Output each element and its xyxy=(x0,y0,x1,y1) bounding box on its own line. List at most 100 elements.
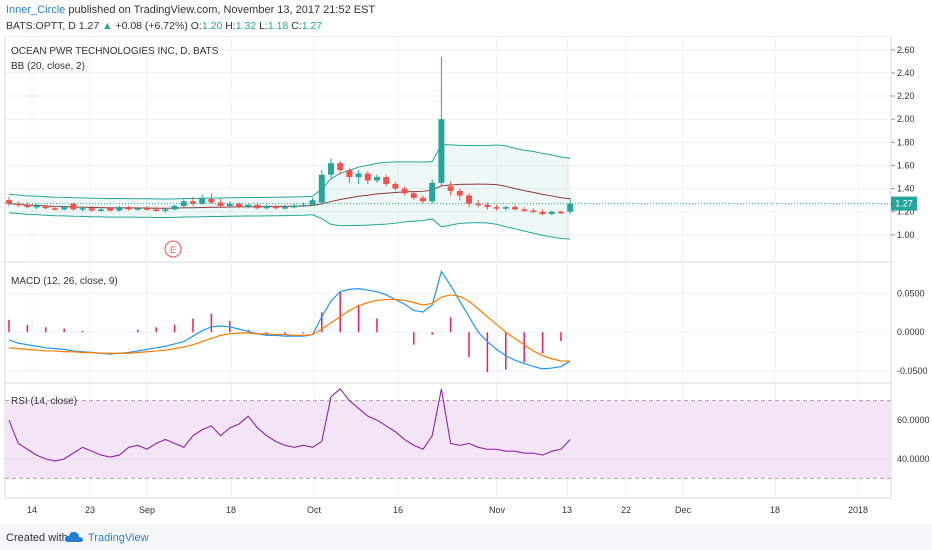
macd-series xyxy=(8,270,571,373)
candle-body xyxy=(144,208,150,210)
published-text: published on TradingView.com, November 1… xyxy=(68,4,376,16)
macd-pane[interactable] xyxy=(4,261,892,384)
candle-body xyxy=(512,207,518,210)
macd-tick-label: -0.0500 xyxy=(897,366,928,376)
price-tick-label: 1.60 xyxy=(897,160,915,170)
rsi-series xyxy=(8,388,571,462)
high-value: 1.32 xyxy=(235,20,257,32)
candle-body xyxy=(272,205,279,209)
candle-body xyxy=(521,209,528,211)
candle-body xyxy=(337,163,344,171)
candle-body xyxy=(254,204,261,209)
candle-body xyxy=(475,203,482,206)
bollinger-band-fill xyxy=(8,144,571,240)
candle-body xyxy=(429,182,436,202)
candle-body xyxy=(392,183,399,189)
candle-body xyxy=(300,204,307,207)
x-tick-label: Sep xyxy=(139,505,155,515)
candle-body xyxy=(245,204,252,208)
candle-body xyxy=(282,207,288,209)
close-label: C: xyxy=(291,20,302,32)
candle-body xyxy=(502,207,509,209)
rsi-tick-label: 60.0000 xyxy=(897,415,930,425)
candle-body xyxy=(558,211,564,214)
candle-body xyxy=(236,203,242,208)
tradingview-cloud-icon xyxy=(64,531,83,542)
candle-body xyxy=(88,208,95,211)
x-tick-label: 18 xyxy=(226,505,236,515)
high-label: H: xyxy=(225,20,236,32)
close-value: 1.27 xyxy=(301,20,323,32)
price-tick-label: 1.40 xyxy=(897,184,915,194)
candle-body xyxy=(346,170,353,178)
rsi-legend: RSI (14, close) xyxy=(11,396,77,407)
x-tick-label: 13 xyxy=(562,505,572,515)
ohlc-line: BATS:OPTT, D 1.27 ▲ +0.08 (+6.72%) O:1.2… xyxy=(6,20,322,32)
candle-body xyxy=(447,186,454,191)
candle-body xyxy=(263,205,270,209)
x-tick-label: 22 xyxy=(621,505,631,515)
candle-body xyxy=(309,200,316,205)
candle-body xyxy=(79,208,86,210)
last-price-badge xyxy=(891,196,917,211)
footer: Created with TradingView xyxy=(0,524,932,550)
bb-fill-area xyxy=(9,144,571,240)
bb-basis-line xyxy=(8,183,571,209)
candle-body xyxy=(383,177,390,184)
candle-body xyxy=(484,204,491,208)
rsi-line xyxy=(8,388,571,462)
x-tick-label: 23 xyxy=(85,505,95,515)
price-tick-label: 2.60 xyxy=(897,45,915,55)
candle-body xyxy=(456,190,463,196)
candle-body xyxy=(134,208,141,210)
price-tick-label: 2.20 xyxy=(897,91,915,101)
tradingview-brand-link[interactable]: TradingView xyxy=(88,532,149,544)
author-link[interactable]: Inner_Circle xyxy=(6,4,66,16)
candle-body xyxy=(162,209,169,211)
bb-upper-line xyxy=(8,144,571,200)
rsi-tick-label: 40.0000 xyxy=(897,454,930,464)
candle-body xyxy=(318,174,325,203)
last-price: 1.27 xyxy=(78,20,100,32)
candle-body xyxy=(24,204,31,208)
x-tick-label: Dec xyxy=(675,505,692,515)
x-tick-label: Nov xyxy=(489,505,506,515)
x-tick-label: Oct xyxy=(307,505,322,515)
candle-body xyxy=(567,203,574,212)
candle-body xyxy=(125,207,132,210)
earnings-marker-icon[interactable] xyxy=(164,240,182,258)
candle-body xyxy=(438,119,445,183)
candle-body xyxy=(328,163,334,175)
candle-body xyxy=(6,200,12,204)
candle-body xyxy=(548,211,555,215)
candle-body xyxy=(42,205,49,209)
macd-signal-line xyxy=(8,294,571,362)
open-label: O: xyxy=(190,20,202,32)
price-tick-label: 1.00 xyxy=(897,230,915,240)
candle-body xyxy=(52,208,58,210)
candle-body xyxy=(530,210,537,213)
candle-body xyxy=(180,201,187,206)
x-tick-label: 14 xyxy=(27,505,37,515)
macd-tick-label: 0.0500 xyxy=(897,288,925,298)
price-tick-label: 1.80 xyxy=(897,137,915,147)
low-label: L: xyxy=(259,20,268,32)
candle-body xyxy=(33,205,40,208)
candle-body xyxy=(190,201,196,204)
candle-body xyxy=(171,205,178,210)
candle-body xyxy=(107,208,114,211)
bb-legend: BB (20, close, 2) xyxy=(11,61,85,72)
candle-body xyxy=(466,195,472,204)
grid-lines xyxy=(5,36,891,498)
candle-body xyxy=(98,209,104,211)
axis-labels: 14 23 Sep 18 Oct 16 Nov 13 22 Dec 18 2018 2.60 2.40 2.… xyxy=(27,45,930,515)
macd-tick-label: 0.0000 xyxy=(897,327,925,337)
candle-body xyxy=(70,203,77,210)
price-change: +0.08 (+6.72%) xyxy=(115,20,188,32)
candle-body xyxy=(208,199,215,203)
chart-canvas[interactable]: 14 23 Sep 18 Oct 16 Nov 13 22 Dec 18 2018 2.60 2.40 2.… xyxy=(0,36,932,524)
main-pane-title: OCEAN PWR TECHNOLOGIES INC, D, BATS xyxy=(11,46,219,57)
candle-body xyxy=(401,188,408,194)
candle-body xyxy=(116,207,123,211)
created-with-text: Created with xyxy=(6,532,68,544)
